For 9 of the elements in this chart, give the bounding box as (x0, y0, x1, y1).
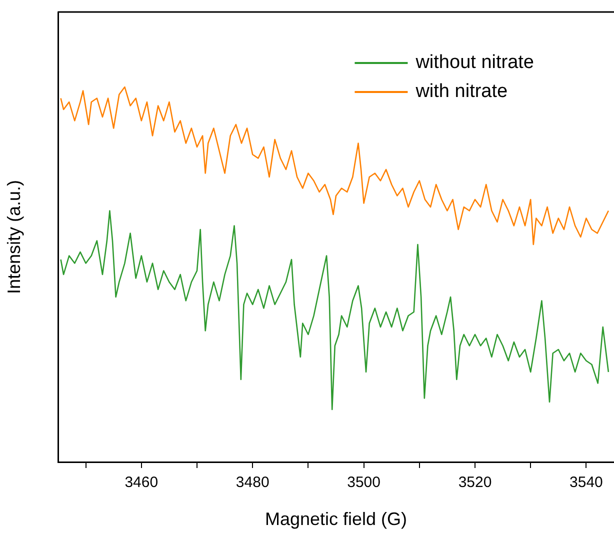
x-tick-label: 3520 (458, 474, 492, 492)
x-tick-label: 3480 (236, 474, 270, 492)
legend-label: with nitrate (414, 81, 508, 102)
x-tick-label: 3500 (347, 474, 380, 492)
legend-label: without nitrate (414, 52, 534, 74)
y-axis-title: Intensity (a.u.) (4, 180, 24, 294)
x-tick-label: 3540 (570, 474, 603, 492)
x-axis-title: Magnetic field (G) (264, 509, 408, 530)
x-tick-label: 3460 (124, 474, 158, 492)
